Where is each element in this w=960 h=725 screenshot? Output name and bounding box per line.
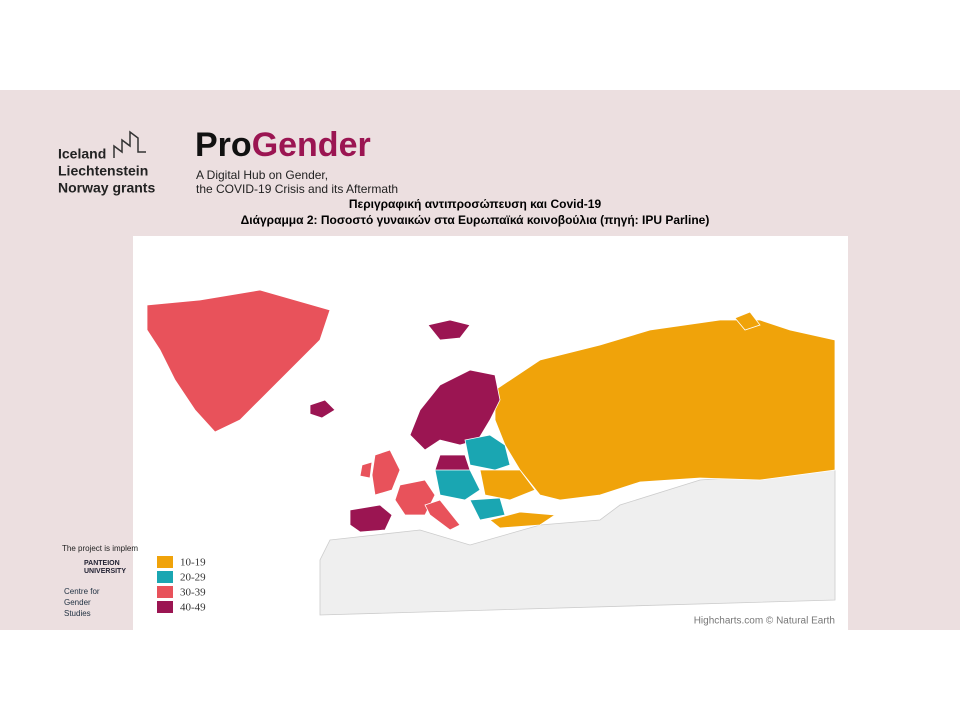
credits: Highcharts.com © Natural Earth [694, 616, 835, 627]
country [734, 311, 761, 331]
country [434, 469, 481, 501]
title-line: Περιγραφική αντιπροσώπευση και Covid-19 [349, 197, 602, 211]
grant-line: Liechtenstein [58, 163, 148, 179]
country [489, 511, 557, 529]
logo-pro: Pro [195, 126, 252, 164]
country [409, 369, 501, 451]
legend-label: 10-19 [180, 557, 206, 569]
logo: ProGender [195, 126, 371, 164]
grant-line: Iceland [58, 146, 106, 162]
tagline: the COVID-19 Crisis and its Aftermath [196, 182, 398, 196]
grant-line: Norway grants [58, 180, 155, 196]
centre-name: Gender [64, 598, 91, 607]
legend-swatch [157, 601, 173, 613]
country [349, 504, 393, 533]
country [371, 449, 401, 496]
country [394, 479, 436, 516]
footer-text: The project is implem [62, 544, 138, 553]
country [469, 497, 506, 521]
legend-label: 30-39 [180, 587, 206, 599]
country [309, 399, 336, 419]
country [464, 434, 511, 471]
centre-name: Centre for [64, 587, 100, 596]
centre-name: Studies [64, 609, 91, 618]
legend-label: 20-29 [180, 572, 206, 584]
university: PANTEION [84, 560, 120, 567]
tagline: A Digital Hub on Gender, [196, 168, 328, 182]
legend-swatch [157, 571, 173, 583]
university: UNIVERSITY [84, 568, 126, 575]
country [146, 289, 331, 433]
legend-swatch [157, 586, 173, 598]
legend: 10-19 20-29 30-39 40-49 [157, 556, 206, 614]
grants-icon [113, 130, 146, 158]
logo-gender: Gender [252, 126, 371, 164]
map-regions [146, 289, 836, 533]
legend-swatch [157, 556, 173, 568]
country [359, 461, 373, 479]
country [427, 319, 471, 341]
title-line: Διάγραμμα 2: Ποσοστό γυναικών στα Ευρωπα… [241, 213, 710, 227]
country [424, 499, 461, 531]
legend-label: 40-49 [180, 602, 206, 614]
country [479, 469, 536, 501]
map-background-land [319, 469, 836, 616]
